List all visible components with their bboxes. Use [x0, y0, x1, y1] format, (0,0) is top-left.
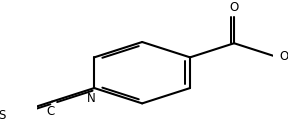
Text: O: O	[230, 1, 239, 14]
Text: O: O	[279, 50, 288, 63]
Text: C: C	[47, 105, 55, 118]
Text: N: N	[87, 92, 96, 105]
Text: S: S	[0, 109, 6, 122]
